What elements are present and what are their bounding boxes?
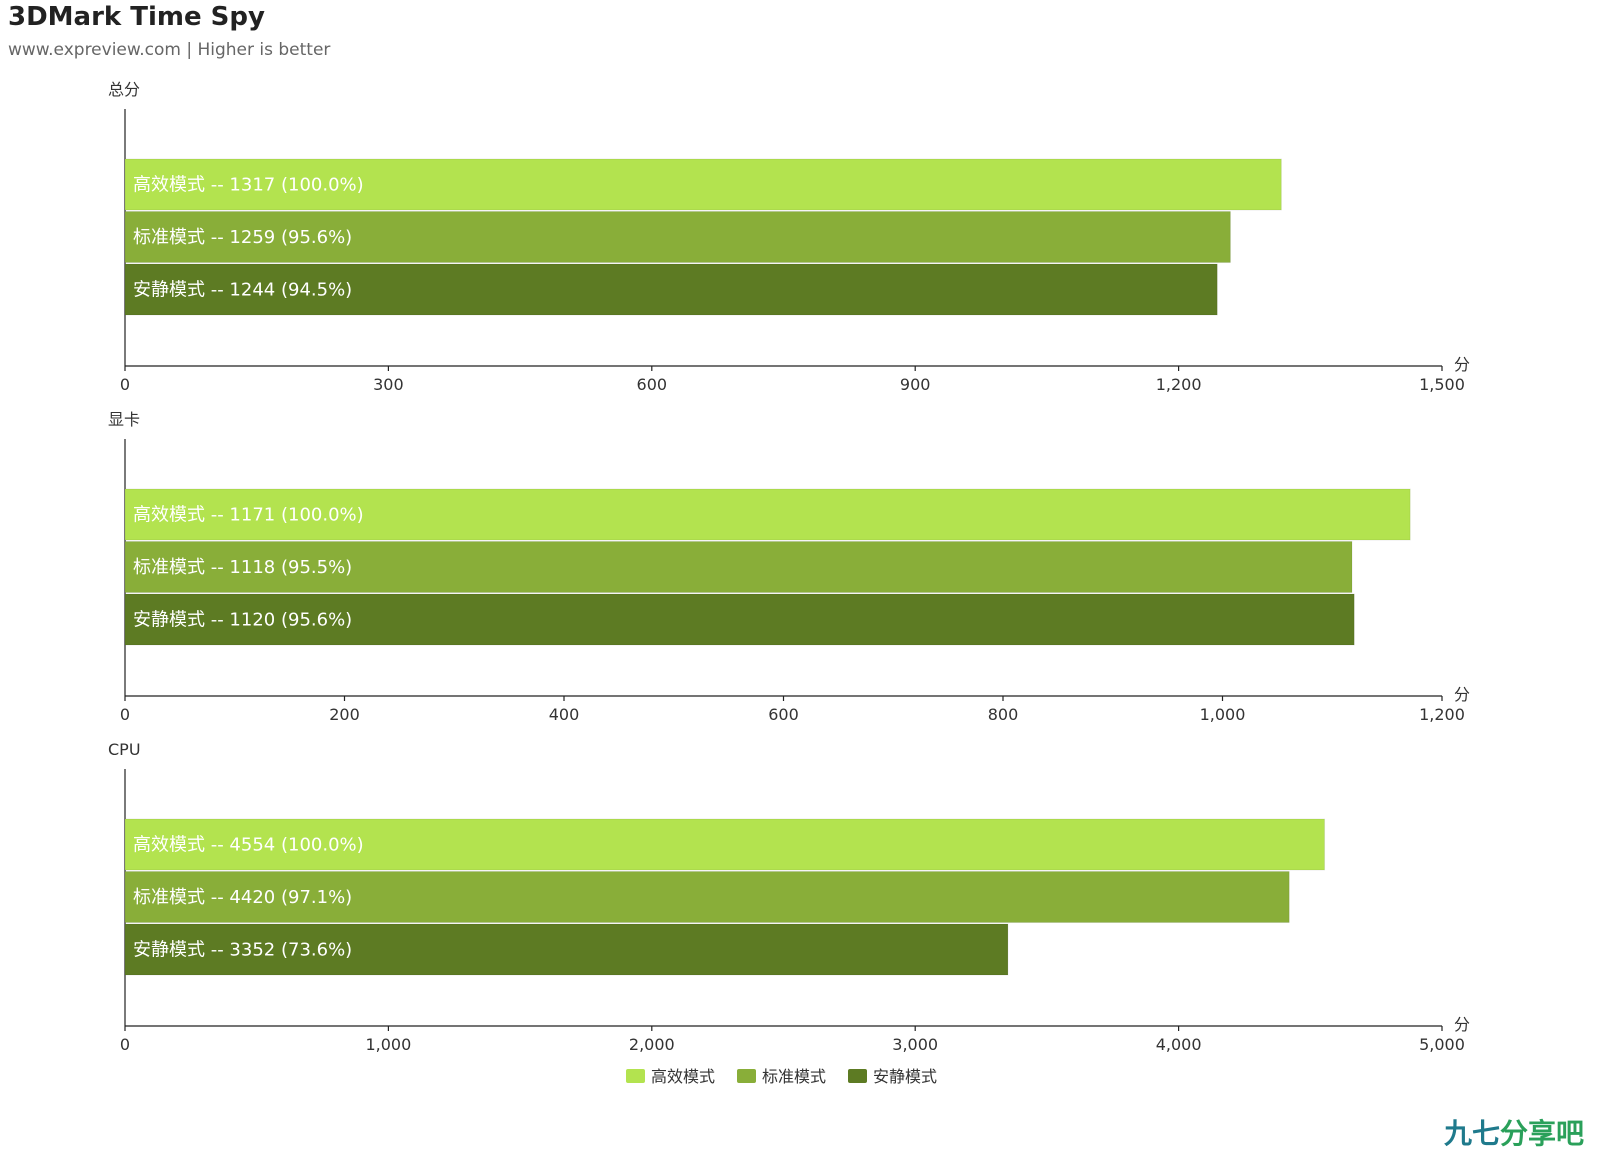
bar-0-1 (124, 211, 1231, 263)
watermark-text-2: 分享吧 (1500, 1117, 1585, 1150)
bar-label-2-0: 高效模式 -- 4554 (100.0%) (133, 835, 364, 856)
legend-swatch-2 (848, 1069, 867, 1083)
bar-1-0 (124, 488, 1411, 541)
bar-label-2-2: 安静模式 -- 3352 (73.6%) (133, 940, 352, 961)
bar-0-2 (124, 263, 1218, 316)
bar-1-2 (124, 593, 1355, 646)
panel-title-2: CPU (108, 740, 141, 759)
x-tick-label-1-0: 0 (120, 705, 130, 724)
panel-title-0: 总分 (108, 80, 140, 99)
axis-unit-0: 分 (1454, 355, 1470, 374)
axis-unit-1: 分 (1454, 685, 1470, 704)
x-tick-label-0-4: 1,200 (1156, 375, 1202, 394)
x-tick-label-1-1: 200 (329, 705, 360, 724)
x-tick-label-0-0: 0 (120, 375, 130, 394)
axis-unit-2: 分 (1454, 1015, 1470, 1034)
x-tick-label-1-2: 400 (549, 705, 580, 724)
x-tick-label-2-0: 0 (120, 1035, 130, 1054)
x-tick-label-2-2: 2,000 (629, 1035, 675, 1054)
x-tick-label-1-5: 1,000 (1200, 705, 1246, 724)
panel-title-1: 显卡 (108, 410, 140, 429)
bar-label-1-0: 高效模式 -- 1171 (100.0%) (133, 505, 364, 526)
bar-label-0-1: 标准模式 -- 1259 (95.6%) (133, 227, 352, 248)
watermark-text-1: 九七 (1444, 1117, 1501, 1150)
chart-subtitle: www.expreview.com | Higher is better (8, 40, 331, 60)
bar-label-1-2: 安静模式 -- 1120 (95.6%) (133, 610, 352, 631)
legend-swatch-0 (626, 1069, 645, 1083)
legend-swatch-1 (737, 1069, 756, 1083)
bar-label-0-2: 安静模式 -- 1244 (94.5%) (133, 280, 352, 301)
bar-label-0-0: 高效模式 -- 1317 (100.0%) (133, 175, 364, 196)
chart-title: 3DMark Time Spy (8, 2, 265, 32)
bar-label-2-1: 标准模式 -- 4420 (97.1%) (133, 887, 352, 908)
x-tick-label-2-3: 3,000 (892, 1035, 938, 1054)
bar-label-1-1: 标准模式 -- 1118 (95.5%) (133, 557, 352, 578)
legend-label-1: 标准模式 (762, 1067, 826, 1086)
x-tick-label-2-4: 4,000 (1156, 1035, 1202, 1054)
bar-2-1 (124, 871, 1290, 923)
x-tick-label-2-5: 5,000 (1419, 1035, 1465, 1054)
x-tick-label-1-3: 600 (768, 705, 799, 724)
legend-label-2: 安静模式 (873, 1067, 937, 1086)
bar-2-2 (124, 923, 1009, 976)
bar-2-0 (124, 818, 1326, 871)
x-tick-label-0-2: 600 (637, 375, 668, 394)
watermark-logo: 九七分享吧 (1444, 1112, 1584, 1152)
bar-1-1 (124, 541, 1353, 593)
bar-0-0 (124, 158, 1282, 211)
x-tick-label-1-4: 800 (988, 705, 1019, 724)
legend-label-0: 高效模式 (651, 1067, 715, 1086)
x-tick-label-0-3: 900 (900, 375, 931, 394)
x-tick-label-0-5: 1,500 (1419, 375, 1465, 394)
x-tick-label-2-1: 1,000 (365, 1035, 411, 1054)
x-tick-label-1-6: 1,200 (1419, 705, 1465, 724)
x-tick-label-0-1: 300 (373, 375, 404, 394)
